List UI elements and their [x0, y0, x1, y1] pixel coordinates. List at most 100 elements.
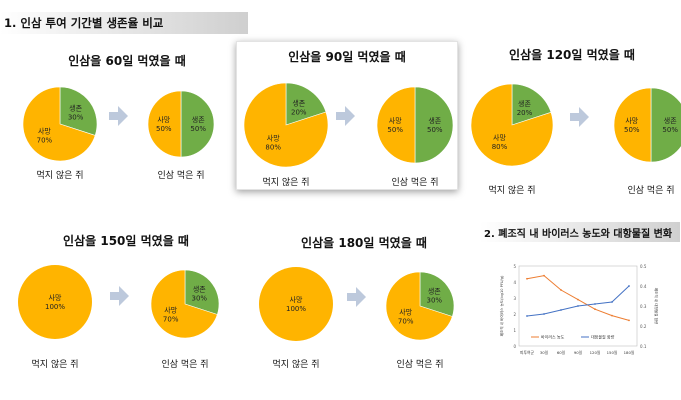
y2-axis-label: 폐조직 내 대항물질 함량: [654, 288, 659, 325]
slice-label: 사망: [493, 133, 506, 142]
slice-value-label: 30%: [68, 114, 84, 122]
pie-caption: 먹지 않은 쥐: [272, 360, 320, 370]
slice-label: 생존: [69, 104, 82, 113]
survive-slice: [650, 87, 681, 163]
slice-value-label: 50%: [427, 126, 443, 134]
data-point: [543, 313, 545, 315]
arrow-icon: [336, 106, 355, 126]
data-point: [560, 289, 562, 291]
pie-panel: 인삼을 60일 먹였을 때 생존 30% 사망 70% 생존 50% 사망 50% 먹지 않은 쥐…: [15, 46, 239, 182]
survive-slice: [419, 271, 455, 317]
slice-label: 사망: [399, 307, 412, 316]
pie-caption: 인삼 먹은 쥐: [391, 178, 439, 188]
slice-label: 사망: [38, 126, 51, 135]
panel-title: 인삼을 150일 먹였을 때: [63, 234, 189, 248]
slice-label: 생존: [428, 287, 441, 296]
x-tick-label: 90일: [574, 350, 583, 355]
data-point: [526, 277, 528, 280]
pie-caption: 인삼 먹은 쥐: [161, 360, 209, 370]
panel-title: 인삼을 120일 먹였을 때: [509, 48, 635, 62]
x-tick-label: 60일: [557, 350, 566, 355]
death-slice: [376, 86, 416, 164]
y-tick-label: 3: [513, 296, 516, 301]
y-tick-label: 1: [513, 328, 516, 333]
survive-slice: [511, 83, 552, 126]
death-slice: [22, 86, 96, 162]
data-point: [628, 319, 630, 322]
y-tick-label: 0: [513, 344, 516, 349]
slice-value-label: 50%: [387, 126, 403, 134]
survive-slice: [59, 86, 98, 136]
survive-slice: [184, 269, 220, 315]
legend-label: 대항물질 함량: [591, 334, 615, 340]
slice-label: 사망: [290, 295, 303, 304]
arrow-icon: [347, 287, 366, 307]
slice-value-label: 30%: [192, 295, 208, 303]
death-slice: [18, 265, 92, 339]
y2-tick-label: 0.3: [640, 304, 647, 309]
death-slice: [385, 271, 453, 341]
death-slice: [150, 269, 218, 339]
y2-tick-label: 0.1: [640, 344, 647, 349]
death-slice: [613, 87, 652, 163]
slice-label: 생존: [428, 116, 441, 125]
slice-label: 생존: [664, 116, 677, 125]
slice-value-label: 20%: [291, 108, 307, 116]
panel-title: 인삼을 60일 먹였을 때: [68, 54, 186, 68]
arrow-icon: [570, 107, 589, 127]
slice-value-label: 100%: [45, 303, 65, 311]
pie-caption: 먹지 않은 쥐: [31, 360, 79, 370]
pie-panel: 인삼을 90일 먹였을 때 생존 20% 사망 80% 생존 50% 사망 50% 먹지 않은 쥐…: [236, 41, 458, 190]
slice-value-label: 20%: [517, 109, 533, 117]
data-point: [560, 309, 562, 311]
slice-value-label: 50%: [190, 125, 206, 133]
pie-caption: 먹지 않은 쥐: [262, 178, 310, 188]
x-tick-label: 150일: [607, 350, 618, 355]
section-header: 1. 인삼 투여 기간별 생존율 비교: [0, 12, 248, 34]
slice-label: 사망: [164, 305, 177, 314]
line-chart: 0 1 2 3 4 5 0.1 0.2 0.3 0.4 0.5 피투여군 30일 60일 90일 120일 15…: [499, 264, 659, 355]
y2-tick-label: 0.4: [640, 284, 647, 289]
slice-value-label: 70%: [398, 317, 414, 325]
slice-value-label: 50%: [156, 125, 172, 133]
slice-label: 사망: [157, 115, 170, 124]
slice-label: 생존: [193, 285, 206, 294]
survive-slice: [180, 90, 215, 158]
pie-panel: 인삼을 150일 먹였을 때 사망 100% 생존 30% 사망 70% 먹지 않은 쥐 인삼 …: [14, 229, 238, 371]
slice-value-label: 50%: [662, 126, 678, 134]
data-point: [543, 274, 545, 277]
pie-caption: 인삼 먹은 쥐: [627, 186, 675, 196]
death-slice: [243, 82, 329, 168]
pie-caption: 인삼 먹은 쥐: [396, 360, 444, 370]
slice-value-label: 80%: [492, 143, 508, 151]
data-point: [577, 298, 579, 301]
x-tick-label: 120일: [590, 350, 601, 355]
death-slice: [470, 83, 554, 167]
panel-title: 인삼을 180일 먹였을 때: [301, 236, 427, 250]
data-point: [611, 301, 613, 303]
pie-caption: 인삼 먹은 쥐: [157, 171, 205, 181]
data-point: [594, 308, 596, 311]
slice-label: 생존: [292, 98, 305, 107]
survive-slice: [414, 86, 454, 164]
x-tick-label: 피투여군: [520, 350, 534, 355]
death-slice: [147, 90, 182, 158]
y-axis-label: 폐조직 내 바이러스 농도(log10 PFU/g): [499, 275, 504, 336]
line-chart-title: 2. 폐조직 내 바이러스 농도와 대항물질 변화: [484, 229, 673, 240]
slice-label: 사망: [49, 293, 62, 302]
pie-caption: 먹지 않은 쥐: [488, 186, 536, 196]
y2-tick-label: 0.5: [640, 264, 647, 269]
slice-value-label: 100%: [286, 305, 306, 313]
death-slice: [259, 267, 333, 341]
slice-value-label: 80%: [265, 144, 281, 152]
slice-value-label: 50%: [624, 126, 640, 134]
slice-value-label: 70%: [163, 315, 179, 323]
data-point: [611, 314, 613, 317]
x-tick-label: 180일: [624, 350, 635, 355]
slice-label: 생존: [192, 115, 205, 124]
line-chart-header: 2. 폐조직 내 바이러스 농도와 대항물질 변화: [480, 222, 680, 242]
